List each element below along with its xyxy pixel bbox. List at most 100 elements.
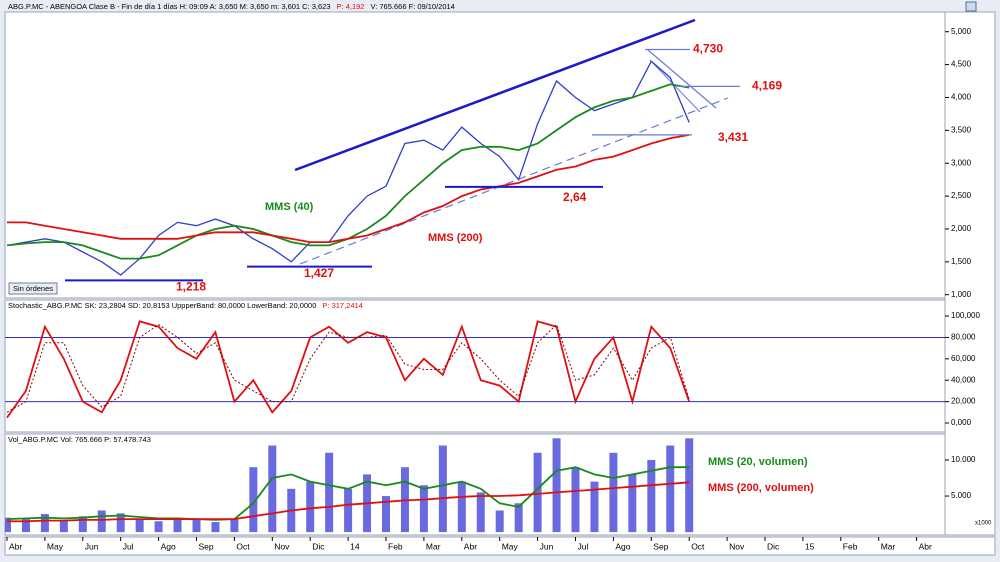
volume-bar: [628, 474, 637, 533]
volume-bar: [514, 503, 523, 533]
trend-channel: [294, 18, 696, 172]
volume-bar: [495, 510, 504, 533]
volume-bar: [325, 452, 334, 533]
volume-bar: [685, 438, 694, 533]
price-header: ABG.P.MC - ABENGOA Clase B - Fin de día …: [8, 2, 455, 11]
volume-header: Vol_ABG.P.MC Vol: 765.666 P: 57.478.743: [8, 435, 151, 444]
x-tick-label: Nov: [729, 541, 745, 551]
volume-bar: [533, 452, 542, 533]
x-tick-label: Feb: [388, 541, 403, 551]
x-tick-label: 15: [805, 541, 815, 551]
window-icon[interactable]: [965, 1, 977, 12]
level-label: 4,730: [693, 42, 723, 56]
x-tick-label: Mar: [426, 541, 441, 551]
series-line: [6, 323, 690, 413]
level-label: 2,64: [563, 190, 587, 204]
volume-bar: [230, 519, 239, 533]
header-part: V: 765.666 F: 09/10/2014: [370, 2, 454, 11]
header-part: Vol_ABG.P.MC Vol: 765.666 P: 57.478.743: [8, 435, 151, 444]
volume-bar: [116, 513, 125, 533]
series-line: [6, 320, 691, 419]
y-tick-label: 20,000: [951, 397, 976, 406]
stochastic-header: Stochastic_ABG.P.MC SK: 23,2804 SD: 20,8…: [8, 301, 363, 310]
x-tick-label: Jun: [85, 541, 99, 551]
volume-bar: [590, 481, 599, 533]
series-line: [6, 466, 690, 521]
x-tick-label: May: [502, 541, 519, 551]
x-tick-label: Abr: [9, 541, 22, 551]
x-tick-label: Jul: [123, 541, 134, 551]
x-tick-label: Ago: [615, 541, 630, 551]
y-tick-label: 0,000: [951, 418, 972, 427]
volume-bar: [344, 488, 353, 533]
y-tick-label: 4,500: [951, 60, 972, 69]
level-label: 1,218: [176, 280, 206, 294]
x-tick-label: Dic: [767, 541, 780, 551]
header-part: Stochastic_ABG.P.MC SK: 23,2804 SD: 20,8…: [8, 301, 316, 310]
y-tick-label: 5,000: [951, 27, 972, 36]
y-tick-label: 100,000: [951, 311, 980, 320]
y-axis-area: [944, 11, 996, 536]
price-panel: [4, 11, 946, 299]
x-tick-label: Jul: [578, 541, 589, 551]
volume-bar: [438, 445, 447, 533]
volume-bar: [571, 467, 580, 533]
level-label: 4,169: [752, 79, 782, 93]
y-tick-label: 4,000: [951, 93, 972, 102]
volume-bar: [211, 522, 220, 533]
volume-bar: [78, 516, 87, 533]
series-label: MMS (40): [265, 201, 314, 213]
volume-bar: [249, 467, 258, 533]
x-tick-label: Mar: [881, 541, 896, 551]
volume-bar: [552, 438, 561, 533]
header-part: P: 4,192: [337, 2, 365, 11]
x-tick-label: Ago: [161, 541, 176, 551]
y-tick-label: 80,000: [951, 333, 976, 342]
y-tick-label: 2,500: [951, 191, 972, 200]
volume-bar: [666, 445, 675, 533]
series-line: [7, 134, 690, 243]
y-tick-label: 60,000: [951, 354, 976, 363]
x-tick-label: Feb: [843, 541, 858, 551]
x-tick-label: Sep: [653, 541, 668, 551]
plot-layer: [5, 320, 945, 419]
series-label: MMS (200, volumen): [708, 482, 814, 494]
orders-button[interactable]: [8, 282, 58, 295]
volume-bar: [457, 481, 466, 533]
y-tick-label: 10.000: [951, 455, 976, 464]
series-line: [6, 60, 690, 276]
volume-bar: [609, 452, 618, 533]
volume-bar: [5, 517, 11, 533]
volume-bar: [173, 517, 182, 533]
plot-layer: [6, 60, 690, 276]
volume-bar: [21, 519, 30, 533]
volume-bar: [59, 521, 68, 533]
y-tick-label: 5.000: [951, 491, 972, 500]
volume-bar: [476, 492, 485, 533]
volume-bar: [154, 521, 163, 533]
series-label: MMS (200): [428, 232, 483, 244]
x-tick-label: 14: [350, 541, 360, 551]
y-tick-label: 2,000: [951, 224, 972, 233]
trend-dashed: [299, 97, 729, 265]
level-label: 3,431: [718, 130, 748, 144]
triangle-upper: [647, 49, 717, 109]
orders-button-label[interactable]: Sin órdenes: [13, 284, 53, 293]
x-tick-label: Sep: [199, 541, 214, 551]
x-tick-label: May: [47, 541, 64, 551]
volume-bar: [192, 519, 201, 533]
volume-bar: [382, 496, 390, 533]
volume-bar: [135, 519, 144, 533]
series-line: [7, 481, 690, 523]
x-tick-label: Oct: [236, 541, 250, 551]
volume-bar: [647, 459, 656, 533]
y-tick-label: 1,000: [951, 290, 972, 299]
header-part: ABG.P.MC - ABENGOA Clase B - Fin de día …: [8, 2, 331, 11]
volume-bar: [40, 514, 49, 533]
y-unit: x1000: [975, 521, 992, 527]
volume-bar: [306, 481, 315, 533]
volume-bar: [97, 510, 106, 533]
x-tick-label: Dic: [312, 541, 325, 551]
